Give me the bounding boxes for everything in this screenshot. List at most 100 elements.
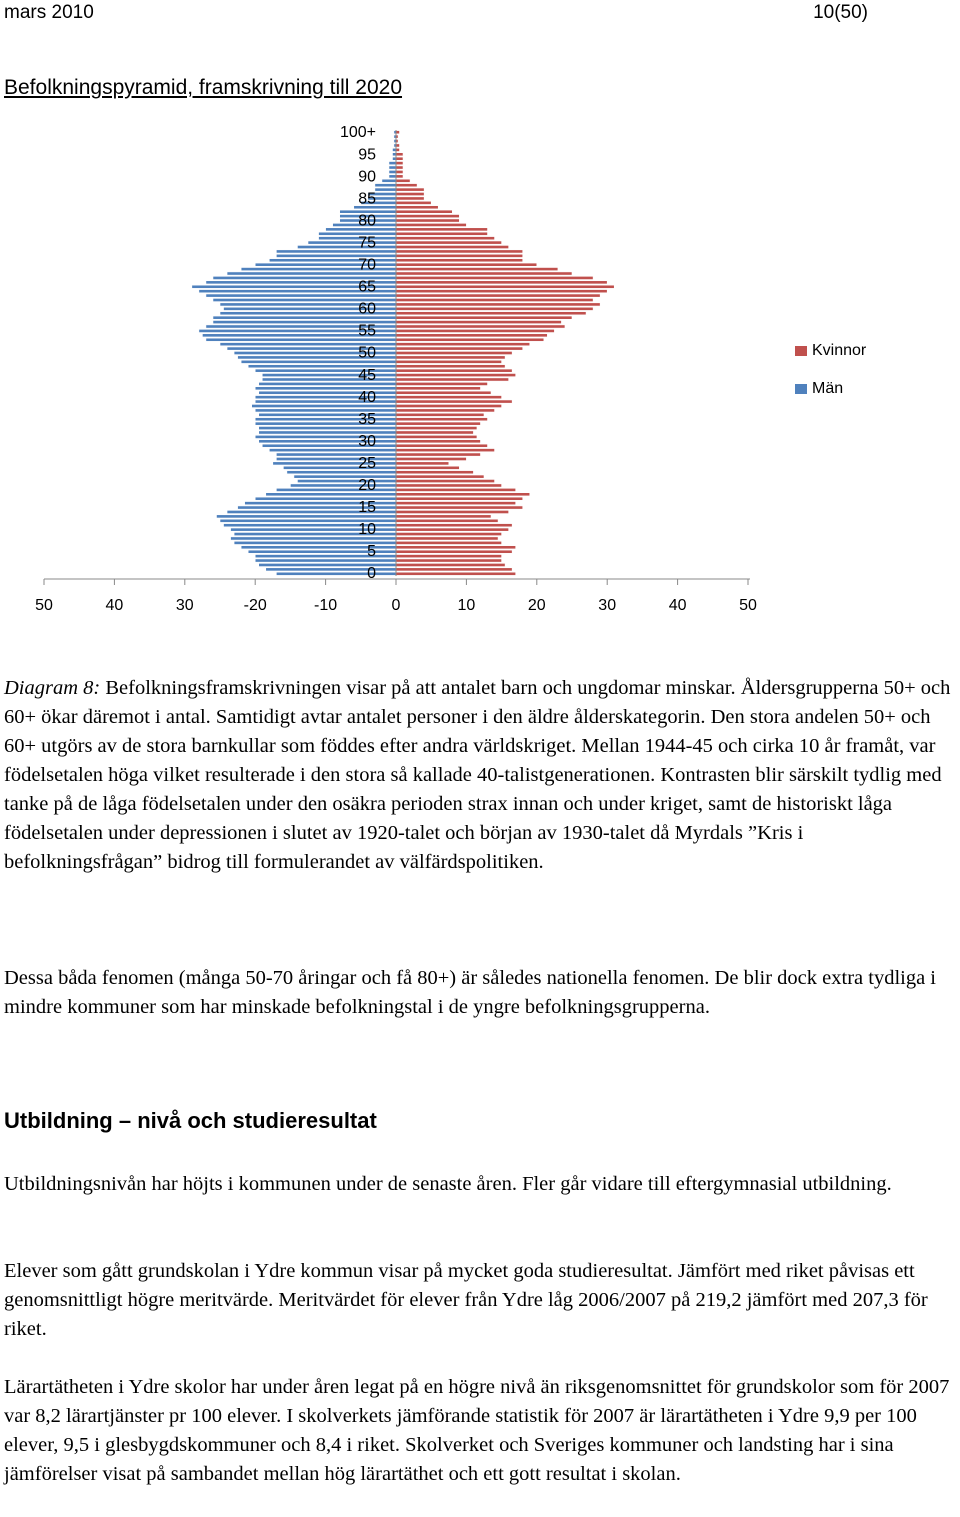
kvinnor-bar-age-27 bbox=[395, 452, 481, 457]
kvinnor-bar-age-33 bbox=[395, 426, 478, 430]
x-tick-label: 40 bbox=[106, 597, 124, 614]
paragraph-teacher-density: Lärartätheten i Ydre skolor har under år… bbox=[4, 1376, 950, 1485]
age-tick-label: 75 bbox=[358, 234, 376, 251]
kvinnor-bar-age-24 bbox=[395, 465, 460, 470]
kvinnor-bar-age-45 bbox=[395, 373, 516, 377]
man-bar-age-74 bbox=[297, 245, 397, 249]
man-bar-age-25 bbox=[272, 461, 397, 466]
kvinnor-bar-age-66 bbox=[395, 280, 608, 285]
man-bar-age-75 bbox=[307, 240, 397, 245]
man-bar-age-95 bbox=[392, 152, 397, 157]
kvinnor-bar-age-10 bbox=[395, 527, 509, 532]
section-heading: Utbildning – nivå och studieresultat bbox=[4, 1108, 377, 1133]
kvinnor-bar-age-39 bbox=[395, 399, 513, 404]
kvinnor-bar-age-44 bbox=[395, 377, 509, 382]
kvinnor-bar-age-19 bbox=[395, 487, 516, 492]
kvinnor-bar-age-17 bbox=[395, 496, 524, 501]
kvinnor-bar-age-46 bbox=[395, 368, 513, 373]
kvinnor-bar-age-55 bbox=[395, 329, 555, 333]
kvinnor-bar-age-71 bbox=[395, 258, 524, 263]
kvinnor-bar-age-47 bbox=[395, 364, 506, 369]
man-bar-age-28 bbox=[268, 448, 397, 453]
age-tick-label: 95 bbox=[358, 146, 376, 163]
kvinnor-bar-age-30 bbox=[395, 439, 481, 444]
man-bar-age-90 bbox=[388, 174, 397, 179]
kvinnor-bar-age-9 bbox=[395, 532, 502, 536]
kvinnor-bar-age-59 bbox=[395, 311, 587, 316]
age-tick-label: 90 bbox=[358, 168, 376, 185]
man-bar-age-92 bbox=[388, 165, 397, 170]
kvinnor-bar-age-88 bbox=[395, 183, 418, 188]
man-bar-age-18 bbox=[265, 492, 397, 497]
age-tick-label: 85 bbox=[358, 190, 376, 207]
chart-bars bbox=[191, 130, 615, 576]
age-tick-label: 10 bbox=[358, 521, 376, 538]
kvinnor-bar-age-37 bbox=[395, 408, 495, 413]
kvinnor-bar-age-28 bbox=[395, 448, 495, 453]
kvinnor-bar-age-4 bbox=[395, 554, 502, 559]
man-bar-age-1 bbox=[265, 567, 397, 572]
header-date: mars 2010 bbox=[4, 2, 94, 23]
kvinnor-bar-age-32 bbox=[395, 430, 474, 435]
age-tick-label: 70 bbox=[358, 257, 376, 274]
man-bar-age-20 bbox=[290, 483, 397, 488]
legend-label: Män bbox=[812, 380, 843, 397]
paragraph-national-phenomena: Dessa båda fenomen (många 50-70 åringar … bbox=[4, 967, 936, 1018]
kvinnor-bar-age-90 bbox=[395, 174, 404, 179]
man-bar-age-87 bbox=[374, 187, 397, 192]
man-bar-age-91 bbox=[388, 170, 397, 174]
kvinnor-bar-age-2 bbox=[395, 563, 506, 567]
kvinnor-bar-age-14 bbox=[395, 510, 509, 514]
kvinnor-bar-age-68 bbox=[395, 271, 573, 276]
kvinnor-bar-age-97 bbox=[395, 143, 400, 148]
kvinnor-bar-age-85 bbox=[395, 196, 425, 201]
chart-legend: Kvinnor Män bbox=[795, 342, 867, 397]
kvinnor-bar-age-29 bbox=[395, 443, 488, 448]
age-tick-label: 20 bbox=[358, 477, 376, 494]
kvinnor-bar-age-81 bbox=[395, 214, 460, 219]
kvinnor-bar-age-82 bbox=[395, 209, 453, 214]
man-bar-age-22 bbox=[293, 474, 397, 479]
kvinnor-bar-age-38 bbox=[395, 404, 502, 408]
kvinnor-bar-age-93 bbox=[395, 161, 404, 166]
kvinnor-bar-age-11 bbox=[395, 523, 513, 528]
age-tick-label: 35 bbox=[358, 411, 376, 428]
kvinnor-bar-age-21 bbox=[395, 479, 495, 483]
chart-age-tick-labels: 100+959085807570656055504540353025201510… bbox=[340, 124, 376, 582]
x-tick-label: 50 bbox=[739, 597, 757, 614]
kvinnor-bar-age-49 bbox=[395, 355, 506, 360]
kvinnor-bar-age-73 bbox=[395, 249, 524, 254]
man-bar-age-94 bbox=[392, 156, 397, 161]
kvinnor-bar-age-61 bbox=[395, 302, 601, 307]
man-bar-age-19 bbox=[276, 487, 397, 492]
kvinnor-bar-age-76 bbox=[395, 236, 495, 241]
age-tick-label: 40 bbox=[358, 389, 376, 406]
age-tick-label: 45 bbox=[358, 367, 376, 384]
kvinnor-bar-age-56 bbox=[395, 324, 566, 329]
kvinnor-bar-age-69 bbox=[395, 267, 559, 272]
kvinnor-bar-age-57 bbox=[395, 320, 562, 324]
header-page-number: 10(50) bbox=[813, 2, 868, 23]
x-tick-label: -20 bbox=[244, 597, 267, 614]
x-tick-label: 30 bbox=[176, 597, 194, 614]
kvinnor-bar-age-12 bbox=[395, 518, 499, 523]
x-tick-label: 20 bbox=[528, 597, 546, 614]
caption-label: Diagram 8: bbox=[4, 677, 101, 699]
diagram-caption: Diagram 8: Befolkningsframskrivningen vi… bbox=[4, 674, 954, 877]
kvinnor-bar-age-15 bbox=[395, 505, 524, 510]
kvinnor-bar-age-87 bbox=[395, 187, 425, 192]
kvinnor-bar-age-78 bbox=[395, 227, 488, 232]
man-bar-age-96 bbox=[392, 147, 397, 152]
kvinnor-bar-age-67 bbox=[395, 276, 594, 280]
kvinnor-bar-age-22 bbox=[395, 474, 485, 479]
kvinnor-bar-age-92 bbox=[395, 165, 404, 170]
kvinnor-bar-age-65 bbox=[395, 284, 615, 289]
kvinnor-bar-age-95 bbox=[395, 152, 404, 157]
kvinnor-bar-age-74 bbox=[395, 245, 509, 249]
age-tick-label: 65 bbox=[358, 279, 376, 296]
kvinnor-bar-age-96 bbox=[395, 147, 400, 152]
x-tick-label: 40 bbox=[669, 597, 687, 614]
kvinnor-bar-age-100 bbox=[395, 130, 400, 135]
age-tick-label: 5 bbox=[367, 543, 376, 560]
kvinnor-bar-age-18 bbox=[395, 492, 531, 497]
